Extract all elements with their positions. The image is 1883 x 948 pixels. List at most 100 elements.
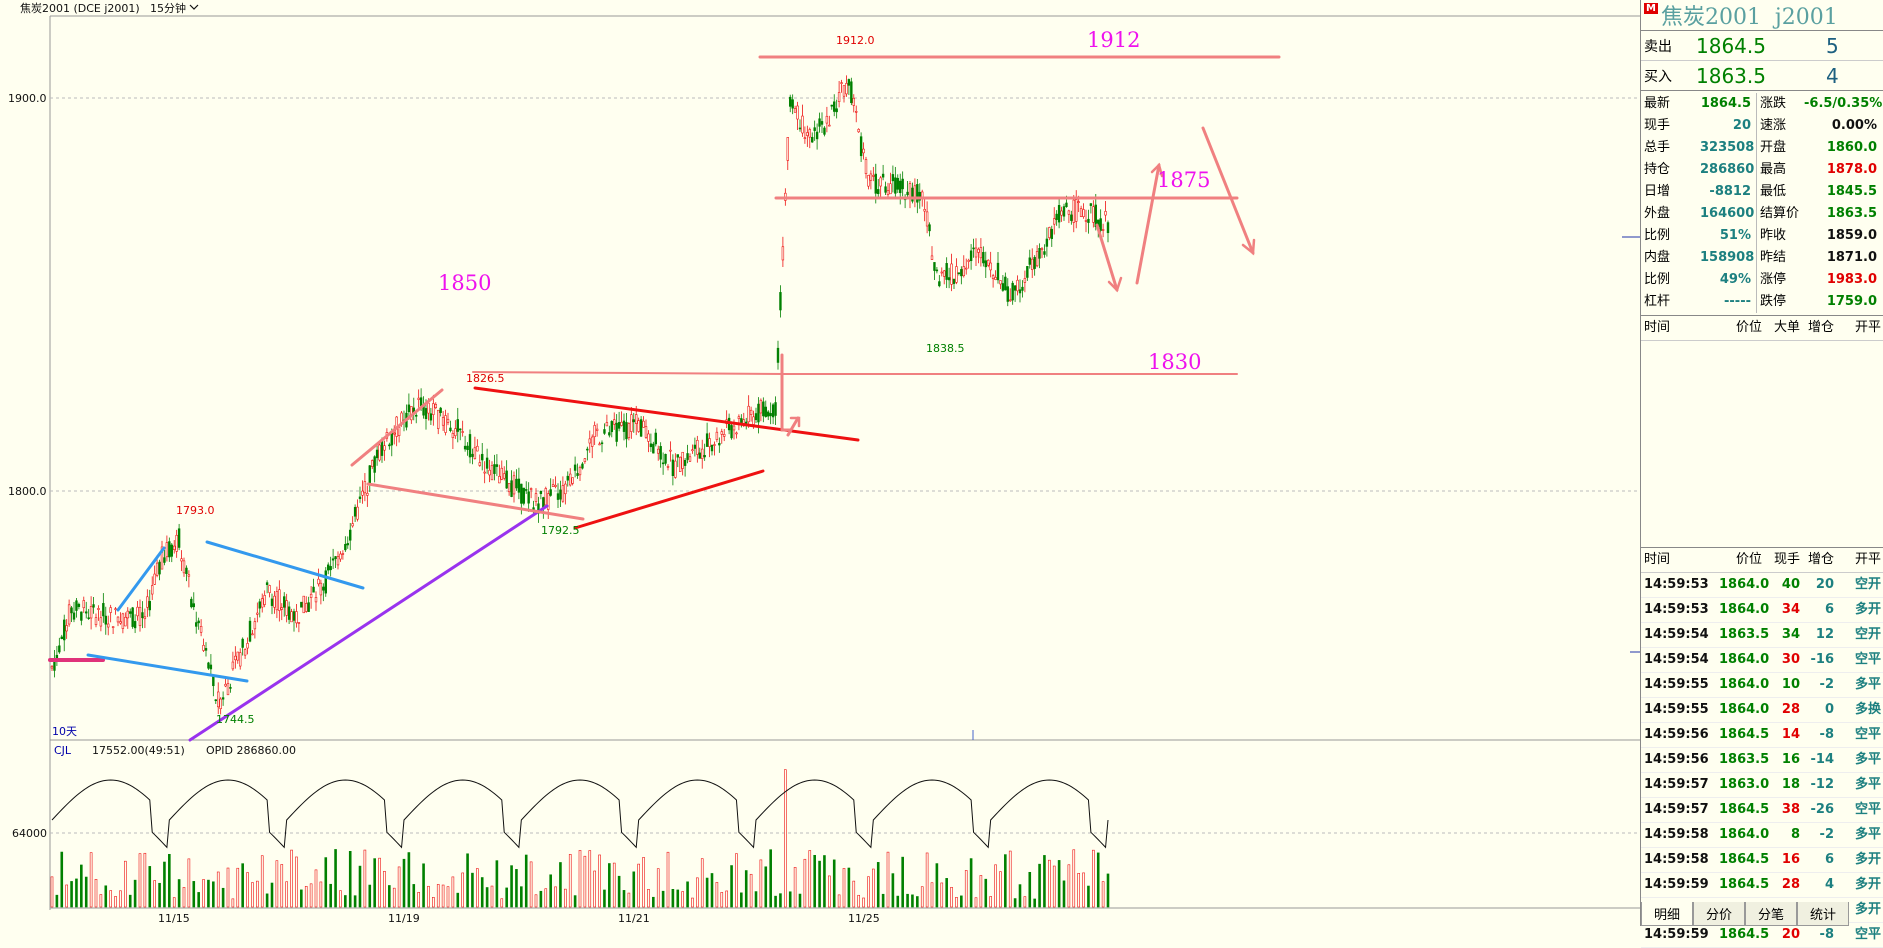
tick-type: 多开 [1854, 602, 1881, 617]
tick-type: 多开 [1854, 852, 1881, 867]
tick-row[interactable]: 14:59:57 1864.5 38 -26 空平 [1641, 798, 1883, 823]
tick-header-vol: 现手 [1773, 552, 1800, 567]
label-low: 1838.5 [926, 342, 965, 355]
tab-trades[interactable]: 分笔 [1745, 902, 1798, 926]
tick-oi-change: 4 [1824, 877, 1834, 892]
tab-price[interactable]: 分价 [1693, 902, 1746, 926]
quote-value: 1859.0 [1826, 228, 1877, 243]
logo-icon: M [1644, 3, 1658, 14]
tick-type: 多平 [1854, 752, 1881, 767]
tick-time: 14:59:56 [1644, 752, 1709, 767]
sell-row: 卖出 1864.5 5 [1641, 31, 1883, 61]
tick-row[interactable]: 14:59:54 1864.0 30 -16 空平 [1641, 648, 1883, 673]
annotation-1912: 1912 [1087, 28, 1140, 52]
panel-title: 焦炭2001 j2001 [1660, 5, 1838, 30]
tick-volume: 16 [1781, 752, 1800, 767]
big-order-header: 时间 价位 大单 增仓 开平 [1641, 316, 1883, 341]
label-left-high: 1793.0 [176, 504, 215, 517]
quote-value: 1860.0 [1826, 140, 1877, 155]
tick-time: 14:59:54 [1644, 627, 1709, 642]
tick-row[interactable]: 14:59:53 1864.0 34 6 多开 [1641, 598, 1883, 623]
tick-type: 空开 [1854, 577, 1881, 592]
quote-value: 164600 [1700, 206, 1755, 221]
tick-oi-change: 0 [1824, 702, 1834, 717]
chevron-down-icon [189, 4, 199, 10]
big-order-list[interactable] [1641, 341, 1883, 548]
quote-label: 比例 [1644, 272, 1671, 287]
tick-time: 14:59:55 [1644, 702, 1709, 717]
tick-row[interactable]: 14:59:53 1864.0 40 20 空开 [1641, 573, 1883, 598]
tick-volume: 34 [1781, 602, 1800, 617]
tick-price: 1863.5 [1719, 627, 1770, 642]
quote-value: 49% [1719, 272, 1751, 287]
quote-grid: 最新 1864.5 涨跌 -6.5/0.35% 现手 20 速涨 0.00% 总手 323508 开… [1641, 91, 1883, 316]
quote-label: 内盘 [1644, 250, 1671, 265]
tick-oi-change: -2 [1819, 827, 1834, 842]
buy-row: 买入 1863.5 4 [1641, 61, 1883, 91]
sell-qty: 5 [1826, 33, 1839, 58]
tick-row[interactable]: 14:59:56 1864.5 14 -8 空平 [1641, 723, 1883, 748]
quote-label: 日增 [1644, 184, 1671, 199]
quote-label: 杠杆 [1644, 294, 1671, 309]
tick-row[interactable]: 14:59:57 1863.0 18 -12 多平 [1641, 773, 1883, 798]
tick-time: 14:59:58 [1644, 827, 1709, 842]
tick-oi-change: 20 [1815, 577, 1834, 592]
tick-oi-change: -26 [1810, 802, 1835, 817]
quote-label: 开盘 [1756, 137, 1801, 159]
indicator-name[interactable]: CJL [54, 744, 72, 757]
range-label: 10天 [52, 725, 77, 738]
tick-time: 14:59:57 [1644, 802, 1709, 817]
tick-time: 14:59:58 [1644, 852, 1709, 867]
tick-time: 14:59:59 [1644, 927, 1709, 942]
tick-header-type: 开平 [1854, 552, 1881, 567]
quote-label: 最高 [1756, 159, 1801, 181]
tick-time: 14:59:55 [1644, 677, 1709, 692]
sell-label: 卖出 [1644, 38, 1672, 55]
quote-label: 结算价 [1756, 203, 1801, 225]
label-mid-high: 1826.5 [466, 372, 505, 385]
tick-row[interactable]: 14:59:59 1864.5 20 -8 空平 [1641, 923, 1883, 948]
tick-row[interactable]: 14:59:58 1864.0 8 -2 多平 [1641, 823, 1883, 848]
tick-price: 1864.0 [1719, 652, 1770, 667]
quote-label: 总手 [1644, 140, 1671, 155]
vol-y-label: 64000 [12, 827, 47, 840]
tick-volume: 20 [1781, 927, 1800, 942]
tick-row[interactable]: 14:59:59 1864.5 28 4 多开 [1641, 873, 1883, 898]
tick-row[interactable]: 14:59:55 1864.0 10 -2 多平 [1641, 673, 1883, 698]
quote-value: 286860 [1700, 162, 1755, 177]
tick-type: 空平 [1854, 927, 1881, 942]
tick-list[interactable]: 14:59:53 1864.0 40 20 空开 14:59:53 1864.0 34 6 多开 1… [1641, 573, 1883, 948]
annotation-1850: 1850 [438, 271, 491, 295]
interval-selector[interactable]: 15分钟 [150, 1, 186, 15]
tick-volume: 16 [1781, 852, 1800, 867]
tick-type: 多平 [1854, 777, 1881, 792]
tick-row[interactable]: 14:59:54 1863.5 34 12 空开 [1641, 623, 1883, 648]
tick-type: 多开 [1854, 902, 1881, 917]
tick-price: 1864.0 [1719, 577, 1770, 592]
tab-detail[interactable]: 明细 [1641, 902, 1694, 926]
quote-value: 1863.5 [1826, 206, 1877, 221]
tick-oi-change: -8 [1819, 927, 1834, 942]
quote-label: 速涨 [1756, 115, 1801, 137]
tick-type: 空开 [1854, 627, 1881, 642]
tick-volume: 10 [1781, 677, 1800, 692]
tab-stats[interactable]: 统计 [1797, 902, 1850, 926]
indicator-value: 17552.00(49:51) [92, 744, 185, 757]
tick-row[interactable]: 14:59:56 1863.5 16 -14 多平 [1641, 748, 1883, 773]
big-header-time: 时间 [1644, 320, 1671, 335]
tick-time: 14:59:53 [1644, 577, 1709, 592]
tick-time: 14:59:54 [1644, 652, 1709, 667]
x-label: 11/15 [158, 912, 190, 925]
tick-price: 1864.0 [1719, 827, 1770, 842]
tick-header-chg: 增仓 [1807, 552, 1834, 567]
tick-price: 1864.0 [1719, 677, 1770, 692]
tick-price: 1864.5 [1719, 927, 1770, 942]
kline-chart[interactable]: 焦炭2001 (DCE j2001) 15分钟 1900.0 1800.0 64… [0, 0, 1640, 926]
panel-tabs: 明细 分价 分笔 统计 [1641, 902, 1850, 926]
quote-label: 最新 [1644, 96, 1671, 111]
tick-volume: 18 [1781, 777, 1800, 792]
indicator-opid: OPID 286860.00 [206, 744, 296, 757]
tick-row[interactable]: 14:59:55 1864.0 28 0 多换 [1641, 698, 1883, 723]
tick-row[interactable]: 14:59:58 1864.5 16 6 多开 [1641, 848, 1883, 873]
tick-price: 1864.0 [1719, 602, 1770, 617]
